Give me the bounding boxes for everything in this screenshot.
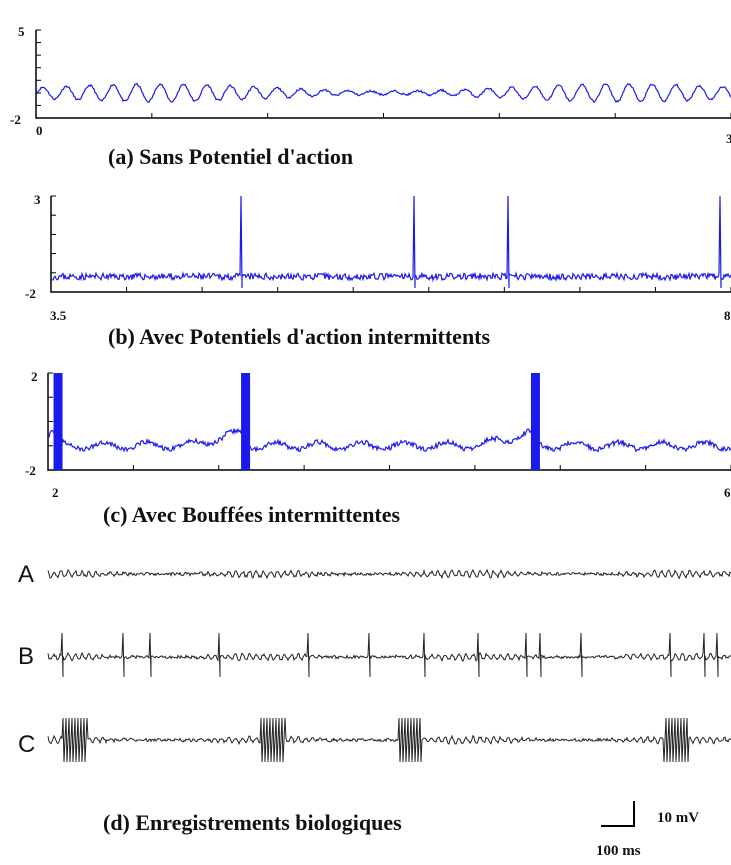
panel-b-trace: [51, 195, 731, 289]
burst-mark: [241, 373, 251, 470]
panel-c-xtick-left: 2: [52, 485, 59, 500]
caption-panel-c: (c) Avec Bouffées intermittentes: [103, 502, 401, 527]
panel-b-xtick-left: 3.5: [50, 308, 67, 323]
caption-panel-b: (b) Avec Potentiels d'action intermitten…: [108, 324, 491, 349]
panel-a-ytick-top: 5: [18, 24, 25, 39]
bio-trace-c: [47, 717, 731, 763]
row-label-b: B: [18, 643, 34, 670]
panel-a-trace: [36, 82, 731, 104]
scale-x-label: 100 ms: [596, 843, 641, 859]
scale-y-label: 10 mV: [657, 810, 700, 826]
panel-c-xticks: [47, 465, 731, 470]
panel-b-xticks: [50, 287, 731, 292]
burst-mark: [53, 373, 63, 470]
panel-a-xticks: [35, 113, 731, 118]
panel-c-ytick-bottom: -2: [25, 463, 36, 478]
panel-a-xtick-left: 0: [36, 123, 43, 138]
row-label-c: C: [18, 731, 35, 758]
row-label-a: A: [18, 561, 34, 588]
panel-b-ytick-bottom: -2: [25, 286, 36, 301]
panel-c-yticks: [48, 372, 53, 471]
panel-b-yticks: [51, 195, 56, 293]
panel-b-ytick-top: 3: [34, 192, 41, 207]
panel-a: 5 -2 0 3: [10, 24, 731, 146]
caption-panel-d: (d) Enregistrements biologiques: [103, 810, 402, 835]
panel-b-xtick-right: 8: [724, 308, 731, 323]
scale-bar: [601, 801, 635, 827]
panel-a-xtick-right: 3: [726, 131, 731, 146]
panel-c: 2 -2 2 6: [25, 369, 731, 500]
panel-b: 3 -2 3.5 8: [25, 192, 731, 323]
panel-c-xtick-right: 6: [724, 485, 731, 500]
panel-c-bursts: [53, 373, 540, 470]
bio-trace-b: [47, 632, 731, 678]
panel-a-ytick-bottom: -2: [10, 112, 21, 127]
panel-c-axes: [47, 373, 731, 471]
bio-trace-a: [47, 568, 731, 580]
panel-a-axes: [35, 30, 731, 119]
caption-panel-a: (a) Sans Potentiel d'action: [108, 144, 354, 169]
panel-c-ytick-top: 2: [31, 369, 38, 384]
burst-mark: [530, 373, 540, 470]
panel-c-trace: [48, 424, 731, 453]
panel-d: A B C: [18, 561, 731, 827]
